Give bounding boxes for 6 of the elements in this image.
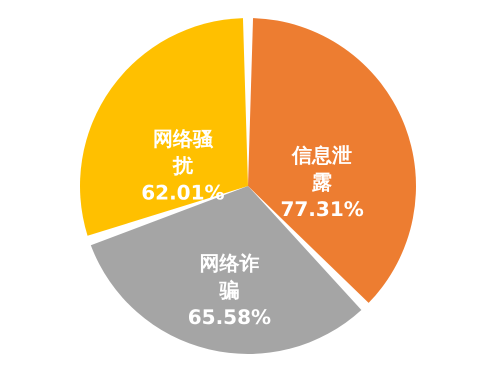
slice-label: 信息泄露	[291, 142, 352, 194]
data-label: 77.31%	[280, 196, 364, 221]
data-label: 65.58%	[188, 304, 272, 329]
data-label: 62.01%	[141, 180, 225, 205]
slice-label: 网络骚扰	[152, 126, 214, 178]
slice-label: 网络诈骗	[199, 250, 260, 302]
